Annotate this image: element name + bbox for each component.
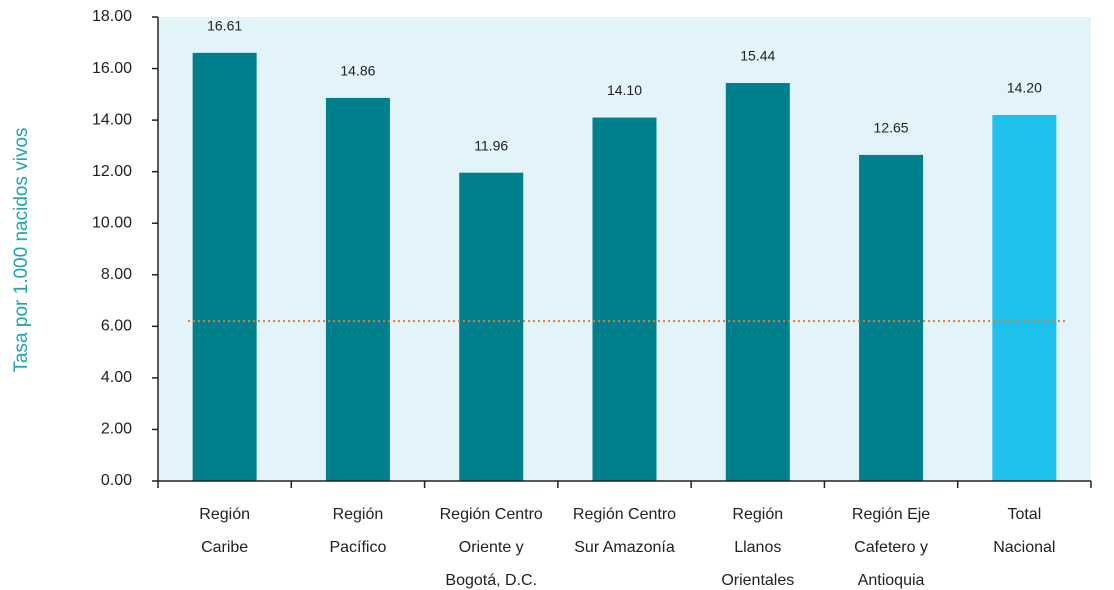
y-tick-label: 18.00 [92, 8, 132, 25]
y-tick-label: 0.00 [101, 472, 132, 489]
data-label: 14.86 [340, 63, 375, 79]
x-tick-label: Región [199, 506, 250, 523]
x-tick-label: Región [333, 506, 384, 523]
x-tick-label: Pacífico [329, 539, 386, 556]
x-tick-label: Región Centro [440, 506, 543, 523]
y-tick-label: 10.00 [92, 214, 132, 231]
x-tick-label: Cafetero y [854, 539, 928, 556]
y-axis-label: Tasa por 1.000 nacidos vivos [11, 127, 32, 372]
x-tick-label: Oriente y [459, 539, 524, 556]
bar [859, 154, 924, 481]
bar [192, 52, 257, 481]
data-label: 11.96 [474, 137, 508, 153]
x-tick-label: Llanos [734, 539, 781, 556]
bar [992, 114, 1057, 481]
y-tick-label: 12.00 [92, 163, 132, 180]
x-tick-label: Región Centro [573, 506, 676, 523]
bar [592, 117, 657, 482]
x-tick-label: Bogotá, D.C. [445, 572, 537, 589]
x-tick-label: Región Eje [852, 506, 930, 523]
x-tick-label: Caribe [201, 539, 248, 556]
y-tick-label: 6.00 [101, 318, 132, 335]
data-label: 12.65 [874, 120, 909, 136]
y-tick-label: 2.00 [101, 421, 132, 438]
x-tick-label: Región [732, 506, 783, 523]
x-tick-label: Antioquia [858, 572, 925, 589]
y-tick-label: 8.00 [101, 266, 132, 283]
y-tick-label: 16.00 [92, 60, 132, 77]
x-tick-label: Total [1007, 506, 1041, 523]
y-tick-label: 4.00 [101, 369, 132, 386]
bar [325, 97, 390, 481]
bar [725, 82, 790, 481]
y-tick-label: 14.00 [92, 111, 132, 128]
data-label: 16.61 [207, 18, 242, 34]
bar [459, 172, 524, 481]
x-tick-label: Sur Amazonía [574, 539, 675, 556]
x-tick-label: Orientales [721, 572, 794, 589]
x-tick-label: Nacional [993, 539, 1055, 556]
data-label: 14.20 [1007, 80, 1042, 96]
data-label: 14.10 [607, 82, 642, 98]
data-label: 15.44 [740, 48, 775, 64]
